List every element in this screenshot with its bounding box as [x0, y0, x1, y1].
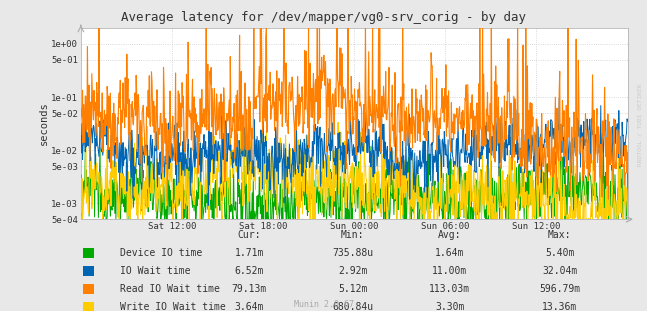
Y-axis label: seconds: seconds [38, 102, 49, 146]
Text: 11.00m: 11.00m [432, 266, 467, 276]
Text: 3.30m: 3.30m [435, 302, 465, 311]
Text: 113.03m: 113.03m [429, 284, 470, 294]
Text: 6.52m: 6.52m [234, 266, 264, 276]
Text: 32.04m: 32.04m [542, 266, 577, 276]
Text: IO Wait time: IO Wait time [120, 266, 190, 276]
Text: Read IO Wait time: Read IO Wait time [120, 284, 219, 294]
Text: 735.88u: 735.88u [332, 248, 373, 258]
Text: 1.64m: 1.64m [435, 248, 465, 258]
Text: Max:: Max: [548, 230, 571, 240]
Text: 1.71m: 1.71m [234, 248, 264, 258]
Text: Device IO time: Device IO time [120, 248, 202, 258]
Text: 2.92m: 2.92m [338, 266, 367, 276]
Text: Cur:: Cur: [237, 230, 261, 240]
Text: 596.79m: 596.79m [539, 284, 580, 294]
Text: Write IO Wait time: Write IO Wait time [120, 302, 225, 311]
Text: Munin 2.0.67: Munin 2.0.67 [294, 299, 353, 309]
Text: Average latency for /dev/mapper/vg0-srv_corig - by day: Average latency for /dev/mapper/vg0-srv_… [121, 11, 526, 24]
Text: 13.36m: 13.36m [542, 302, 577, 311]
Text: Avg:: Avg: [438, 230, 461, 240]
Text: 5.40m: 5.40m [545, 248, 575, 258]
Text: RRDTOOL / TOBI OETIKER: RRDTOOL / TOBI OETIKER [637, 83, 642, 166]
Text: 79.13m: 79.13m [232, 284, 267, 294]
Text: 680.84u: 680.84u [332, 302, 373, 311]
Text: Min:: Min: [341, 230, 364, 240]
Text: 3.64m: 3.64m [234, 302, 264, 311]
Text: 5.12m: 5.12m [338, 284, 367, 294]
